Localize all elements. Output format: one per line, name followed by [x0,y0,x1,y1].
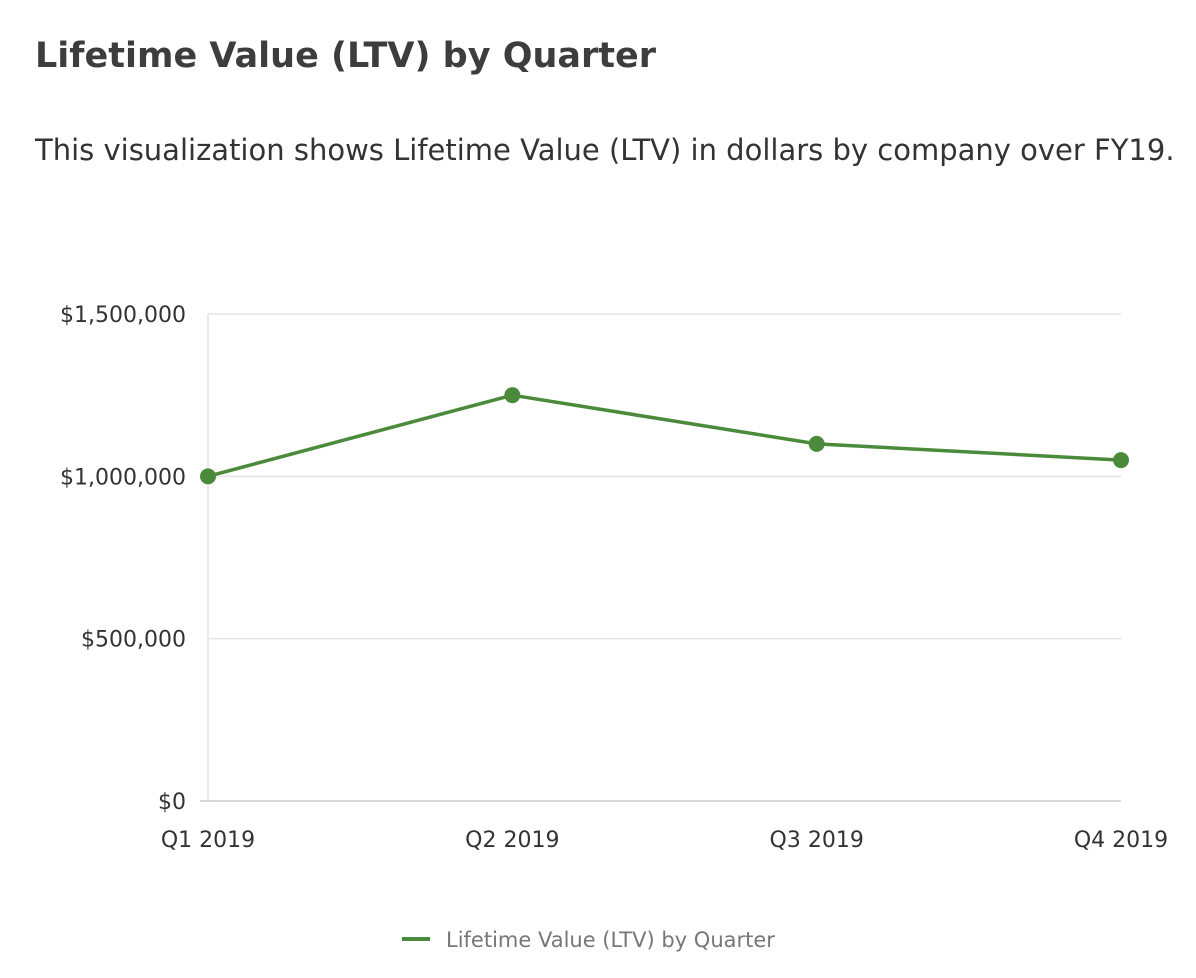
series-line [206,393,1123,479]
series-group [200,387,1129,485]
data-point[interactable] [808,435,825,452]
x-tick-label: Q1 2019 [161,828,255,853]
data-point[interactable] [1113,452,1129,469]
y-tick-label: $0 [158,790,186,815]
page-title: Lifetime Value (LTV) by Quarter [35,36,656,76]
y-tick-label: $1,500,000 [60,303,186,328]
y-tick-label: $500,000 [81,628,186,653]
data-point[interactable] [200,468,216,485]
legend[interactable]: Lifetime Value (LTV) by Quarter [402,928,775,952]
x-axis-tick-labels: Q1 2019 Q2 2019 Q3 2019 Q4 2019 [161,828,1168,853]
x-tick-label: Q2 2019 [465,828,559,853]
grid-lines [208,313,1121,640]
x-tick-label: Q3 2019 [770,828,864,853]
y-axis-tick-labels: $0 $500,000 $1,000,000 $1,500,000 [60,303,186,815]
data-point[interactable] [504,387,521,404]
x-tick-label: Q4 2019 [1074,828,1168,853]
legend-label[interactable]: Lifetime Value (LTV) by Quarter [446,928,775,952]
page-description: This visualization shows Lifetime Value … [35,133,1175,167]
axes [200,314,1121,802]
y-tick-label: $1,000,000 [60,465,186,490]
